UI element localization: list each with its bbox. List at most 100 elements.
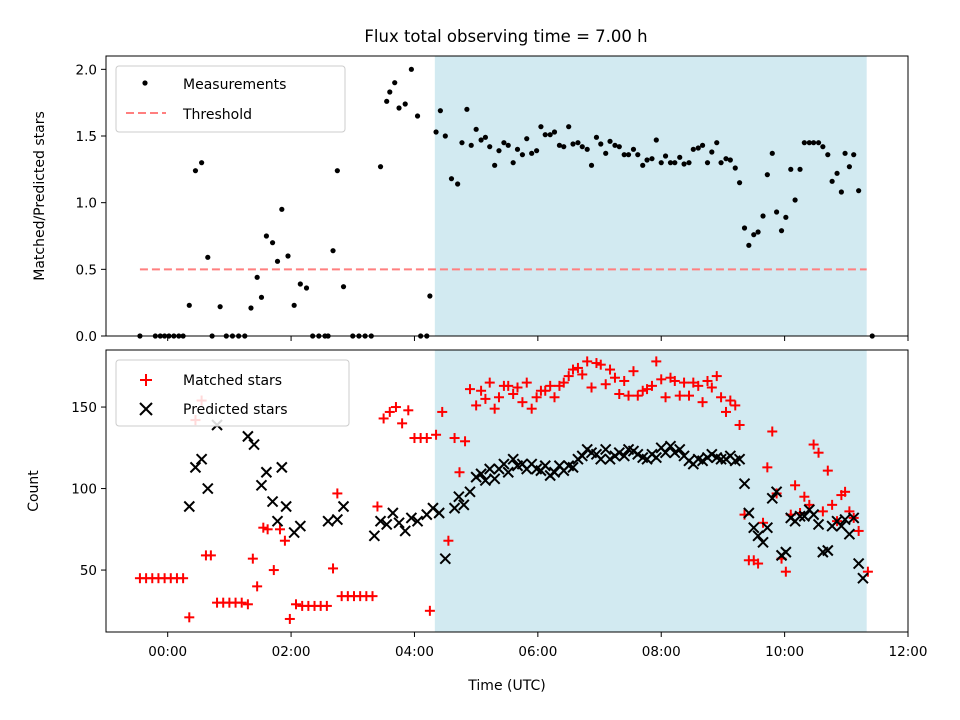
predicted-star-point — [839, 513, 851, 526]
matched-star-point — [716, 392, 727, 403]
matched-star-point — [600, 379, 611, 390]
predicted-star-point — [484, 463, 496, 475]
predicted-star-point — [822, 544, 834, 557]
bottom-y-tick-label: 50 — [80, 563, 97, 579]
measurement-point — [588, 162, 595, 168]
predicted-star-point — [748, 521, 760, 534]
predicted-star-point — [276, 461, 288, 474]
legend-marker-measurements — [142, 80, 148, 86]
predicted-star-point — [195, 453, 208, 465]
measurement-point — [547, 132, 553, 138]
matched-star-point — [437, 406, 448, 417]
matched-star-point — [421, 433, 432, 444]
measurement-point — [442, 133, 448, 139]
matched-star-point — [328, 563, 339, 574]
matched-star-point — [449, 433, 460, 444]
predicted-star-point — [595, 453, 607, 465]
bottom-panel-shaded-interval — [434, 350, 867, 632]
measurement-point — [478, 137, 484, 143]
matched-star-point — [531, 392, 542, 403]
predicted-star-point — [567, 461, 579, 474]
measurement-point — [686, 160, 692, 166]
predicted-star-point — [843, 528, 856, 540]
matched-star-point — [521, 377, 532, 388]
matched-star-point — [454, 467, 465, 478]
measurement-point — [764, 172, 770, 178]
predicted-star-point — [752, 530, 764, 542]
top-panel-ylabel: Matched/Predicted stars — [32, 111, 48, 281]
measurement-point — [741, 225, 748, 231]
predicted-stars-points — [183, 419, 869, 584]
predicted-star-point — [780, 546, 792, 558]
measurement-point — [667, 160, 674, 166]
measurement-point — [718, 160, 724, 166]
bottom-y-tick-label: 100 — [71, 482, 97, 498]
measurement-point — [811, 140, 817, 146]
matched-star-point — [706, 382, 717, 393]
measurement-point — [829, 178, 835, 184]
measurement-point — [186, 302, 192, 308]
top-legend: Measurements Threshold — [115, 65, 346, 133]
matched-star-point — [656, 374, 667, 385]
matched-star-point — [279, 535, 290, 546]
measurement-point — [254, 274, 260, 280]
measurement-point — [387, 89, 393, 95]
matched-star-point — [862, 566, 873, 577]
measurement-point — [279, 206, 285, 212]
matched-star-point — [730, 400, 741, 411]
predicted-star-point — [848, 512, 860, 524]
measurement-point — [846, 164, 852, 170]
predicted-star-point — [470, 471, 482, 483]
measurement-point — [598, 141, 604, 147]
measurement-point — [820, 144, 826, 150]
predicted-star-point — [696, 455, 709, 467]
measurement-point — [330, 248, 336, 254]
predicted-star-point — [380, 518, 393, 531]
measurement-point — [514, 146, 521, 152]
measurement-point — [199, 160, 205, 166]
x-tick-label: 02:00 — [272, 644, 311, 660]
measurement-point — [524, 136, 530, 142]
measurement-point — [579, 144, 585, 150]
measurement-point — [459, 140, 465, 146]
x-tick-label: 06:00 — [518, 644, 557, 660]
measurement-point — [653, 137, 659, 143]
measurement-point — [510, 160, 516, 166]
matched-star-point — [711, 371, 722, 382]
matched-star-point — [321, 600, 332, 611]
predicted-star-point — [852, 557, 865, 570]
matched-star-point — [605, 364, 616, 375]
matched-star-point — [236, 597, 247, 608]
matched-star-point — [780, 566, 791, 577]
matched-star-point — [471, 400, 482, 411]
predicted-star-point — [405, 512, 418, 524]
measurement-point — [217, 304, 223, 310]
bottom-panel-x-ticks: 00:00 02:00 04:00 06:00 08:00 10:00 12:00 — [148, 632, 927, 660]
matched-star-point — [651, 356, 662, 367]
measurement-point — [593, 134, 600, 140]
measurement-point — [285, 253, 291, 259]
predicted-star-point — [183, 500, 195, 513]
predicted-star-point — [399, 525, 411, 537]
bottom-legend-box — [115, 359, 350, 427]
measurement-point — [704, 160, 711, 166]
measurement-point — [501, 140, 507, 146]
matched-star-point — [549, 392, 560, 403]
measurement-point — [334, 168, 340, 174]
predicted-star-point — [650, 451, 663, 464]
matched-star-point — [813, 447, 824, 458]
measurement-point — [838, 189, 844, 195]
predicted-star-point — [757, 536, 769, 549]
predicted-star-point — [189, 461, 202, 474]
measurement-point — [433, 129, 439, 135]
measurement-point — [542, 132, 548, 138]
matched-star-point — [582, 356, 593, 367]
matched-star-point — [205, 550, 216, 561]
matched-star-point — [853, 525, 864, 536]
matched-star-point — [242, 599, 253, 610]
predicted-star-point — [576, 450, 588, 462]
matched-star-point — [840, 486, 851, 497]
predicted-star-point — [271, 515, 284, 527]
matched-star-point — [721, 406, 732, 417]
measurement-point — [392, 80, 398, 86]
